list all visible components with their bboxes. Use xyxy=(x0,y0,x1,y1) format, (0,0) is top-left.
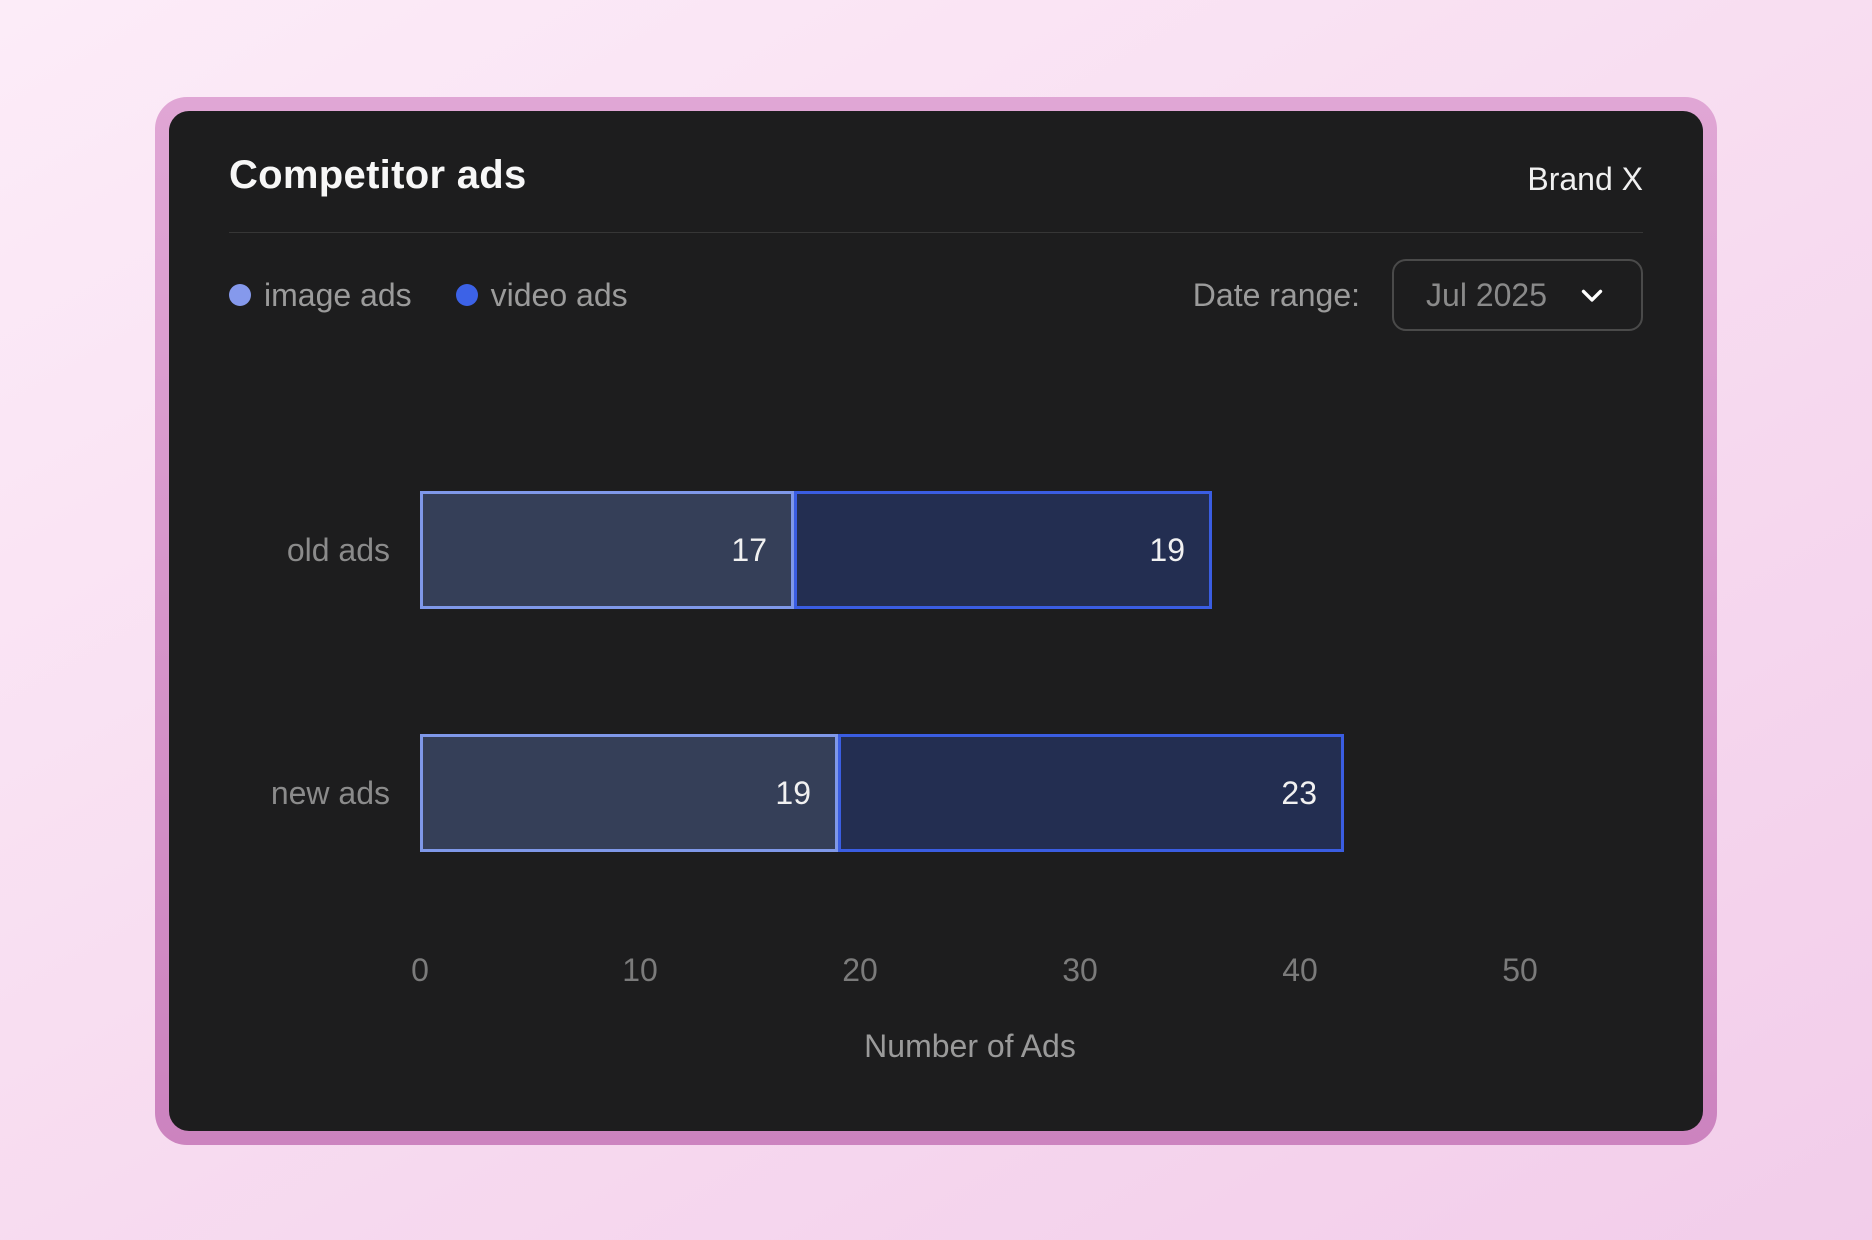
competitor-ads-card: Competitor ads Brand X image ads video a… xyxy=(155,97,1717,1145)
x-axis-tick: 0 xyxy=(411,952,429,988)
page-title: Competitor ads xyxy=(229,153,527,197)
video-ads-dot-icon xyxy=(455,284,478,306)
legend-item-image-ads[interactable]: image ads xyxy=(229,277,412,314)
date-range-value: Jul 2025 xyxy=(1426,276,1547,313)
date-range-control: Date range: Jul 2025 xyxy=(1193,259,1643,331)
bar-segment-image-ads: 19 xyxy=(420,734,838,852)
value-label: 23 xyxy=(1281,774,1317,811)
value-label: 17 xyxy=(731,531,767,568)
card-header: Competitor ads Brand X xyxy=(229,111,1643,233)
date-range-label: Date range: xyxy=(1192,276,1361,313)
chart-legend: image ads video ads xyxy=(229,277,628,314)
stacked-bar-chart: old ads 17 19 new ads 19 23 0 10 20 30 40 50 Numbe… xyxy=(169,491,1703,1065)
x-axis-tick: 30 xyxy=(1062,952,1098,988)
value-label: 19 xyxy=(1149,531,1185,568)
x-axis-title: Number of Ads xyxy=(864,1028,1076,1064)
plot-area: 19 23 xyxy=(420,734,1520,852)
legend-item-video-ads[interactable]: video ads xyxy=(455,276,628,314)
bar-segment-image-ads: 17 xyxy=(420,491,794,609)
chevron-down-icon xyxy=(1581,289,1603,302)
legend-label: video ads xyxy=(490,276,628,313)
stacked-bar: 19 23 xyxy=(420,734,1344,852)
legend-label: image ads xyxy=(264,276,412,313)
bar-row: old ads 17 19 xyxy=(169,491,1703,609)
category-label: new ads xyxy=(270,774,390,811)
image-ads-dot-icon xyxy=(229,284,251,306)
card-surface: Competitor ads Brand X image ads video a… xyxy=(169,111,1703,1131)
x-axis-tick: 20 xyxy=(842,952,878,988)
controls-row: image ads video ads Date range: Jul 2025 xyxy=(229,259,1643,331)
value-label: 19 xyxy=(775,774,811,811)
stacked-bar: 17 19 xyxy=(420,491,1212,609)
brand-label: Brand X xyxy=(1527,161,1643,197)
x-axis-tick: 40 xyxy=(1282,952,1318,988)
x-axis: 0 10 20 30 40 50 xyxy=(411,952,1538,992)
date-range-select[interactable]: Jul 2025 xyxy=(1392,259,1643,331)
bar-segment-video-ads: 23 xyxy=(838,734,1344,852)
bar-segment-video-ads: 19 xyxy=(794,491,1212,609)
x-axis-tick: 50 xyxy=(1502,952,1538,988)
bars-container: old ads 17 19 new ads 19 23 xyxy=(169,491,1703,852)
bar-row: new ads 19 23 xyxy=(169,734,1703,852)
plot-area: 17 19 xyxy=(420,491,1520,609)
x-axis-tick: 10 xyxy=(622,952,658,988)
category-label: old ads xyxy=(286,531,390,568)
